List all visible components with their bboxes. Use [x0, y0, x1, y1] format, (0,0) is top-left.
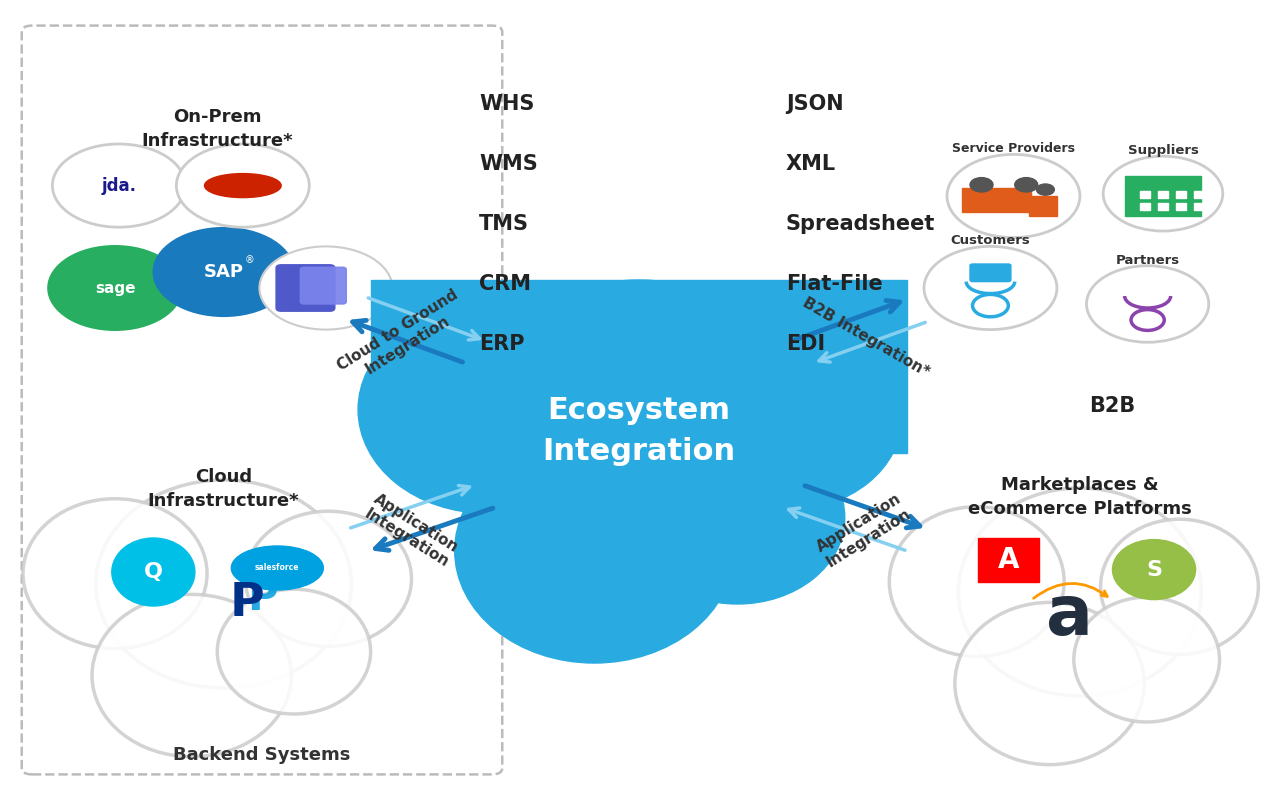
Text: Backend Systems: Backend Systems	[174, 746, 350, 764]
Circle shape	[1015, 178, 1038, 192]
Circle shape	[259, 246, 392, 330]
Circle shape	[176, 144, 309, 227]
FancyBboxPatch shape	[962, 188, 1031, 212]
Text: a: a	[1047, 582, 1093, 650]
Text: SAP: SAP	[203, 263, 244, 281]
Text: ®: ®	[244, 255, 254, 265]
FancyBboxPatch shape	[1176, 191, 1186, 198]
Ellipse shape	[358, 306, 616, 514]
Text: Ecosystem
Integration: Ecosystem Integration	[542, 397, 736, 466]
Ellipse shape	[204, 174, 281, 198]
Text: Spreadsheet: Spreadsheet	[786, 214, 935, 234]
Ellipse shape	[245, 511, 412, 646]
Circle shape	[924, 246, 1057, 330]
FancyBboxPatch shape	[1158, 203, 1168, 210]
Text: JSON: JSON	[786, 94, 843, 114]
Ellipse shape	[217, 589, 371, 714]
Text: B2B Integration*: B2B Integration*	[800, 295, 933, 380]
Ellipse shape	[92, 594, 291, 757]
Text: XML: XML	[786, 154, 836, 174]
Ellipse shape	[1112, 539, 1196, 600]
Text: Partners: Partners	[1116, 254, 1180, 267]
Ellipse shape	[455, 438, 734, 663]
Text: Cloud
Infrastructure*: Cloud Infrastructure*	[148, 468, 299, 510]
Ellipse shape	[112, 538, 194, 606]
FancyBboxPatch shape	[1125, 176, 1201, 216]
FancyBboxPatch shape	[1140, 203, 1150, 210]
Circle shape	[1103, 156, 1223, 231]
Text: A: A	[998, 546, 1019, 574]
Circle shape	[1086, 266, 1209, 342]
Text: On-Prem
Infrastructure*: On-Prem Infrastructure*	[142, 108, 293, 150]
Ellipse shape	[460, 280, 818, 568]
Ellipse shape	[630, 431, 845, 604]
Ellipse shape	[1074, 597, 1219, 722]
Ellipse shape	[1100, 519, 1259, 654]
FancyBboxPatch shape	[371, 280, 907, 453]
Ellipse shape	[670, 323, 902, 510]
Text: P: P	[247, 578, 277, 619]
Ellipse shape	[955, 602, 1144, 765]
Circle shape	[49, 246, 181, 330]
Text: Service Providers: Service Providers	[952, 142, 1075, 154]
FancyBboxPatch shape	[1194, 203, 1204, 210]
Text: Customers: Customers	[951, 234, 1030, 246]
Circle shape	[52, 144, 185, 227]
FancyBboxPatch shape	[1158, 191, 1168, 198]
Text: Application
Integration: Application Integration	[362, 491, 461, 570]
Ellipse shape	[889, 506, 1065, 657]
FancyBboxPatch shape	[1029, 196, 1057, 216]
FancyBboxPatch shape	[978, 538, 1039, 582]
Text: TMS: TMS	[479, 214, 529, 234]
Text: WHS: WHS	[479, 94, 534, 114]
Text: Q: Q	[144, 562, 162, 582]
FancyBboxPatch shape	[276, 265, 335, 311]
Text: S: S	[1146, 560, 1162, 579]
FancyBboxPatch shape	[1140, 191, 1150, 198]
Circle shape	[153, 228, 294, 316]
FancyBboxPatch shape	[970, 264, 1011, 282]
Text: WMS: WMS	[479, 154, 538, 174]
Circle shape	[1036, 184, 1054, 195]
Ellipse shape	[96, 480, 351, 688]
Ellipse shape	[23, 498, 207, 649]
Text: salesforce: salesforce	[256, 563, 299, 573]
Text: P: P	[229, 582, 265, 626]
Text: EDI: EDI	[786, 334, 826, 354]
Text: jda.: jda.	[101, 177, 137, 194]
Circle shape	[970, 178, 993, 192]
Text: sage: sage	[95, 281, 135, 295]
FancyBboxPatch shape	[300, 267, 346, 304]
Text: Marketplaces &
eCommerce Platforms: Marketplaces & eCommerce Platforms	[967, 476, 1192, 518]
Text: B2B: B2B	[1089, 396, 1135, 416]
FancyBboxPatch shape	[1194, 191, 1204, 198]
Text: Cloud to Ground
Integration: Cloud to Ground Integration	[335, 287, 470, 388]
Ellipse shape	[958, 488, 1201, 696]
Text: CRM: CRM	[479, 274, 532, 294]
Text: ERP: ERP	[479, 334, 525, 354]
FancyBboxPatch shape	[1176, 203, 1186, 210]
Text: Application
Integration: Application Integration	[814, 491, 914, 570]
Text: Flat-File: Flat-File	[786, 274, 883, 294]
Ellipse shape	[231, 546, 323, 590]
Text: Suppliers: Suppliers	[1127, 144, 1199, 157]
Circle shape	[947, 154, 1080, 238]
